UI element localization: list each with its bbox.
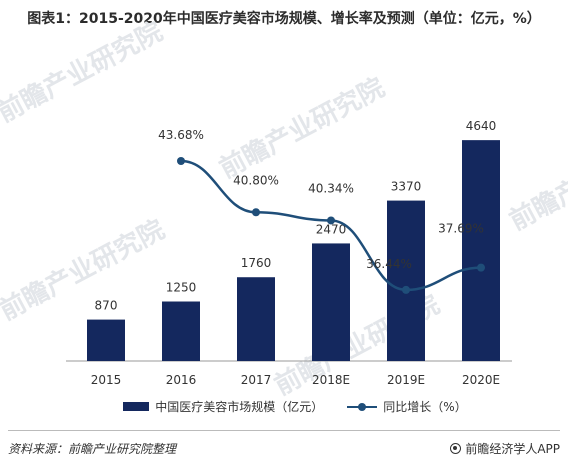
brand-logo-icon xyxy=(450,443,462,454)
growth-labels: 43.68% 40.80% 40.34% 36.44% 37.69% xyxy=(158,128,484,271)
bar xyxy=(237,277,275,361)
growth-dots xyxy=(177,157,485,294)
growth-value-label: 43.68% xyxy=(158,128,204,142)
bar-labels: 870 1250 1760 2470 3370 4640 xyxy=(95,119,497,312)
x-tick-label: 2015 xyxy=(91,373,122,387)
bar xyxy=(312,243,350,361)
bar xyxy=(87,319,125,361)
legend-line-swatch xyxy=(347,402,378,412)
x-tick-label: 2019E xyxy=(387,373,425,387)
growth-point xyxy=(477,263,485,272)
legend-item-line: 同比增长（%） xyxy=(347,398,467,415)
bar-value-label: 870 xyxy=(95,299,118,313)
growth-value-label: 36.44% xyxy=(366,257,412,271)
legend: 中国医疗美容市场规模（亿元） 同比增长（%） xyxy=(60,398,530,415)
legend-bar-swatch xyxy=(123,402,150,411)
bar-value-label: 1250 xyxy=(166,281,197,295)
x-tick-label: 2017 xyxy=(241,373,272,387)
legend-item-bar: 中国医疗美容市场规模（亿元） xyxy=(123,398,323,415)
combo-chart: 870 1250 1760 2470 3370 4640 2015 2016 2017 2018… xyxy=(66,119,512,387)
growth-point xyxy=(177,157,185,165)
bar-value-label: 2470 xyxy=(316,222,347,236)
chart-title: 图表1：2015-2020年中国医疗美容市场规模、增长率及预测（单位：亿元，%） xyxy=(27,11,541,27)
source-note: 资料来源：前瞻产业研究院整理 xyxy=(8,442,177,456)
bar-value-label: 3370 xyxy=(391,180,422,194)
brand-name: 前瞻经济学人APP xyxy=(465,442,560,456)
bar xyxy=(462,140,500,361)
legend-line-label: 同比增长（%） xyxy=(383,400,467,414)
growth-value-label: 40.34% xyxy=(308,181,354,195)
footer-divider xyxy=(8,430,560,431)
growth-value-label: 40.80% xyxy=(233,173,279,187)
bar xyxy=(162,301,200,361)
bar xyxy=(387,200,425,361)
growth-point xyxy=(252,208,260,217)
growth-point xyxy=(402,285,410,294)
growth-value-label: 37.69% xyxy=(438,222,484,236)
growth-point xyxy=(327,216,335,225)
bar-value-label: 1760 xyxy=(241,256,272,270)
legend-bar-label: 中国医疗美容市场规模（亿元） xyxy=(155,400,324,414)
bar-value-label: 4640 xyxy=(466,119,497,133)
brand: 前瞻经济学人APP xyxy=(450,440,560,457)
x-tick-label: 2018E xyxy=(312,373,350,387)
bars xyxy=(87,140,500,361)
x-tick-label: 2020E xyxy=(462,373,500,387)
x-ticks: 2015 2016 2017 2018E 2019E 2020E xyxy=(91,373,500,387)
x-tick-label: 2016 xyxy=(166,373,197,387)
